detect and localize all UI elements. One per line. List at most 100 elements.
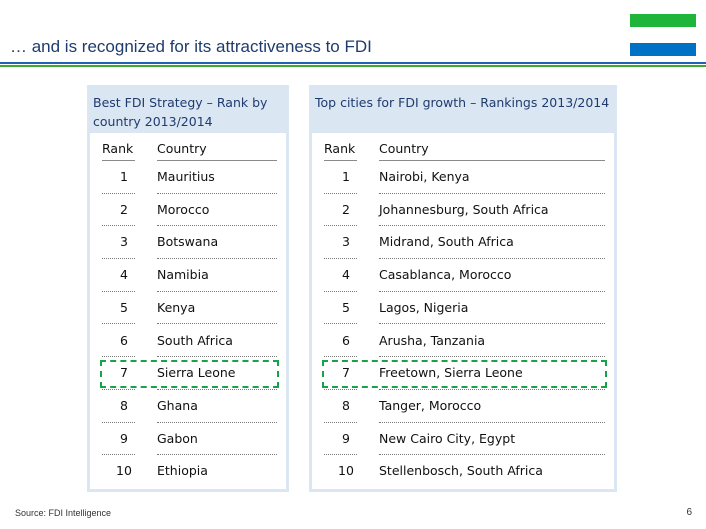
name-cell: Gabon [157, 430, 198, 446]
rank-cell: 6 [342, 332, 350, 348]
rank-cell: 4 [120, 267, 128, 283]
slide-title: … and is recognized for its attractivene… [10, 37, 372, 56]
row-divider [102, 323, 135, 325]
row-divider [157, 421, 277, 423]
fdi-cities-table: Rank Country 1 Nairobi, Kenya 2 Johannesbur… [312, 133, 614, 489]
table-row: 2 Morocco [90, 194, 286, 227]
name-cell: Morocco [157, 201, 210, 217]
table-row: 1 Mauritius [90, 161, 286, 194]
row-divider [324, 356, 357, 358]
row-divider [379, 258, 605, 260]
table-row: 10 Stellenbosch, South Africa [312, 455, 614, 488]
name-cell: New Cairo City, Egypt [379, 430, 516, 446]
row-divider [324, 388, 357, 390]
table-row: 9 Gabon [90, 423, 286, 456]
table-row: 7 Sierra Leone [90, 357, 286, 390]
row-divider [102, 356, 135, 358]
table-row: 6 Arusha, Tanzania [312, 325, 614, 358]
rank-header-line [324, 160, 357, 161]
table-row: 4 Namibia [90, 259, 286, 292]
row-divider [157, 225, 277, 227]
name-cell: Johannesburg, South Africa [379, 201, 549, 217]
rank-cell: 3 [120, 234, 128, 250]
name-cell: Nairobi, Kenya [379, 169, 470, 184]
row-divider [102, 225, 135, 227]
fdi-cities-panel: Top cities for FDI growth – Rankings 201… [309, 85, 617, 492]
rank-cell: 5 [342, 299, 350, 315]
rank-column-header: Rank [102, 141, 134, 156]
row-divider [379, 388, 605, 390]
country-header-line [379, 160, 605, 161]
row-divider [157, 258, 277, 260]
row-divider [324, 323, 357, 325]
name-cell: Mauritius [157, 169, 215, 184]
name-cell: Freetown, Sierra Leone [379, 365, 523, 381]
row-divider [102, 421, 135, 423]
row-divider [102, 192, 135, 194]
row-divider [324, 192, 357, 194]
name-cell: Arusha, Tanzania [379, 332, 486, 348]
row-divider [379, 356, 605, 358]
source-note: Source: FDI Intelligence [15, 508, 112, 518]
rank-cell: 8 [120, 397, 128, 413]
table-row: 9 New Cairo City, Egypt [312, 423, 614, 456]
fdi-strategy-title: Best FDI Strategy – Rank by country 2013… [93, 95, 268, 129]
name-cell: Kenya [157, 299, 196, 315]
fdi-strategy-table: Rank Country 1 Mauritius 2 Morocco 3 Botswana… [90, 133, 286, 489]
table-row: 8 Ghana [90, 390, 286, 423]
rank-cell: 3 [342, 234, 350, 250]
table-row: 6 South Africa [90, 325, 286, 358]
country-column-header: Country [157, 141, 207, 156]
row-divider [324, 421, 357, 423]
row-divider [379, 454, 605, 456]
row-divider [379, 323, 605, 325]
table-row: 7 Freetown, Sierra Leone [312, 357, 614, 390]
rank-cell: 10 [116, 463, 132, 479]
fdi-strategy-panel: Best FDI Strategy – Rank by country 2013… [87, 85, 289, 492]
name-cell: Tanger, Morocco [379, 397, 482, 413]
page-number: 6 [686, 507, 692, 518]
rank-cell: 9 [120, 430, 128, 446]
table-row: 5 Lagos, Nigeria [312, 292, 614, 325]
table-row: 3 Midrand, South Africa [312, 226, 614, 260]
rank-cell: 2 [120, 201, 128, 217]
name-cell: Casablanca, Morocco [379, 267, 512, 283]
table-row: 1 Nairobi, Kenya [312, 161, 614, 194]
rank-cell: 8 [342, 397, 350, 413]
table-row: 8 Tanger, Morocco [312, 390, 614, 423]
name-cell: Midrand, South Africa [379, 234, 514, 250]
rank-cell: 2 [342, 201, 350, 217]
row-divider [157, 454, 277, 456]
flag-blue-stripe [630, 43, 696, 56]
row-divider [379, 290, 605, 292]
row-divider [157, 356, 277, 358]
name-cell: Lagos, Nigeria [379, 299, 469, 315]
table-row: 10 Ethiopia [90, 455, 286, 488]
row-divider [157, 388, 277, 390]
row-divider [324, 258, 357, 260]
name-cell: Sierra Leone [157, 365, 236, 381]
country-header-line [157, 160, 277, 161]
row-divider [324, 454, 357, 456]
row-divider [324, 225, 357, 227]
row-divider [379, 225, 605, 227]
name-cell: Ethiopia [157, 463, 208, 479]
name-cell: Namibia [157, 267, 209, 283]
rank-cell: 1 [342, 169, 350, 184]
name-cell: South Africa [157, 332, 233, 348]
rank-cell: 5 [120, 299, 128, 315]
rank-cell: 4 [342, 267, 350, 283]
name-cell: Stellenbosch, South Africa [379, 463, 543, 479]
rank-cell: 1 [120, 169, 128, 184]
name-cell: Botswana [157, 234, 219, 250]
row-divider [157, 290, 277, 292]
rank-header-line [102, 160, 135, 161]
rank-cell: 9 [342, 430, 350, 446]
row-divider [157, 192, 277, 194]
flag-green-stripe [630, 14, 696, 27]
title-rule-green [0, 65, 706, 67]
country-column-header: Country [379, 141, 429, 156]
rank-cell: 10 [338, 463, 354, 479]
row-divider [102, 290, 135, 292]
title-rule-blue [0, 62, 706, 64]
